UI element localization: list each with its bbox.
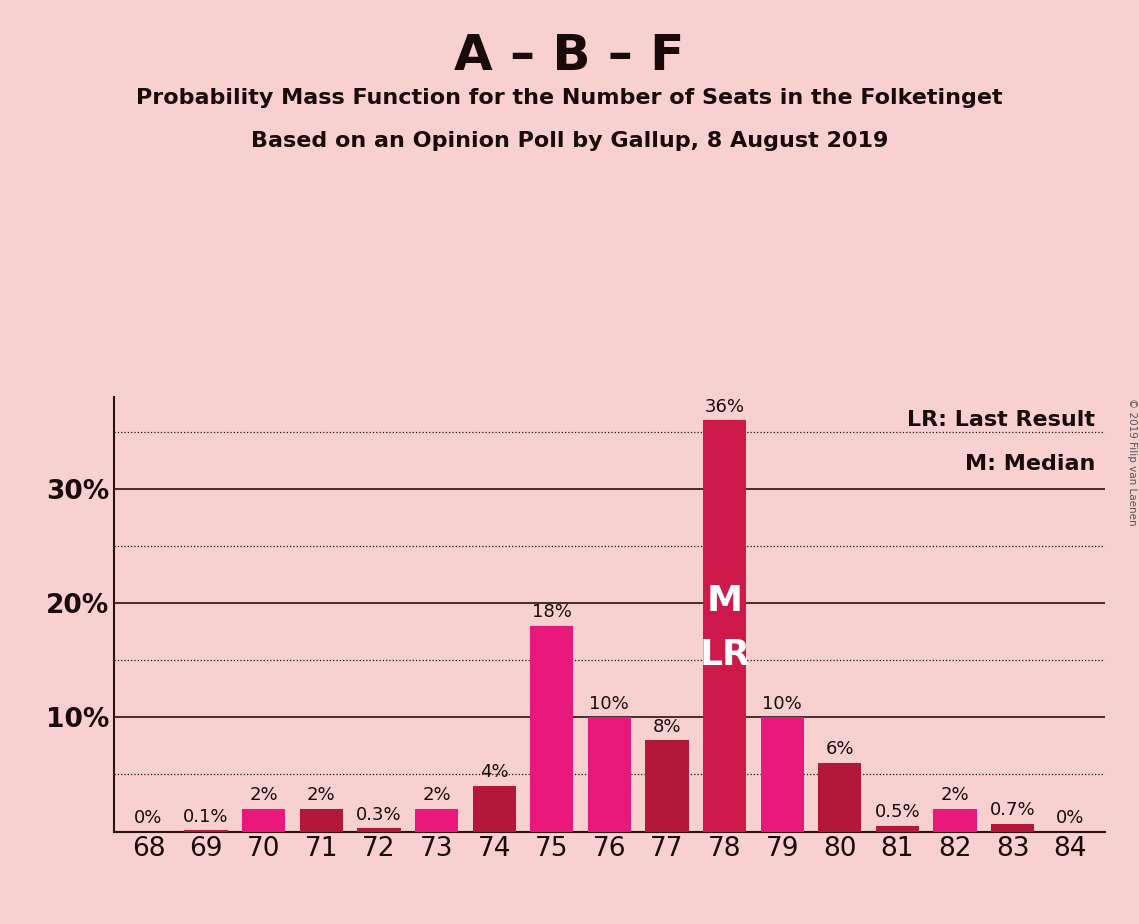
- Bar: [761, 717, 804, 832]
- Bar: [703, 420, 746, 832]
- Text: LR: LR: [699, 638, 749, 672]
- Bar: [358, 828, 401, 832]
- Text: 0%: 0%: [1056, 809, 1084, 827]
- Text: LR: Last Result: LR: Last Result: [907, 410, 1095, 431]
- Text: 0.7%: 0.7%: [990, 801, 1035, 819]
- Text: 36%: 36%: [705, 397, 745, 416]
- Text: 8%: 8%: [653, 718, 681, 736]
- Text: 2%: 2%: [941, 786, 969, 804]
- Text: 0.1%: 0.1%: [183, 808, 229, 826]
- Bar: [588, 717, 631, 832]
- Text: Based on an Opinion Poll by Gallup, 8 August 2019: Based on an Opinion Poll by Gallup, 8 Au…: [251, 131, 888, 152]
- Text: A – B – F: A – B – F: [454, 32, 685, 80]
- Bar: [991, 823, 1034, 832]
- Bar: [646, 740, 689, 832]
- Text: 0.3%: 0.3%: [357, 806, 402, 823]
- Text: 2%: 2%: [249, 786, 278, 804]
- Text: 2%: 2%: [423, 786, 451, 804]
- Text: 0.5%: 0.5%: [875, 803, 920, 821]
- Text: 0%: 0%: [134, 809, 163, 827]
- Text: Probability Mass Function for the Number of Seats in the Folketinget: Probability Mass Function for the Number…: [137, 88, 1002, 108]
- Bar: [300, 808, 343, 832]
- Text: 6%: 6%: [826, 740, 854, 759]
- Bar: [876, 826, 919, 832]
- Text: © 2019 Filip van Laenen: © 2019 Filip van Laenen: [1126, 398, 1137, 526]
- Bar: [530, 626, 573, 832]
- Bar: [243, 808, 285, 832]
- Bar: [415, 808, 458, 832]
- Text: 2%: 2%: [308, 786, 336, 804]
- Bar: [934, 808, 976, 832]
- Bar: [818, 763, 861, 832]
- Text: 10%: 10%: [590, 695, 629, 712]
- Text: 4%: 4%: [480, 763, 508, 782]
- Text: 10%: 10%: [762, 695, 802, 712]
- Text: 18%: 18%: [532, 603, 572, 621]
- Text: M: Median: M: Median: [965, 454, 1095, 474]
- Bar: [473, 786, 516, 832]
- Bar: [185, 831, 228, 832]
- Text: M: M: [706, 584, 743, 618]
